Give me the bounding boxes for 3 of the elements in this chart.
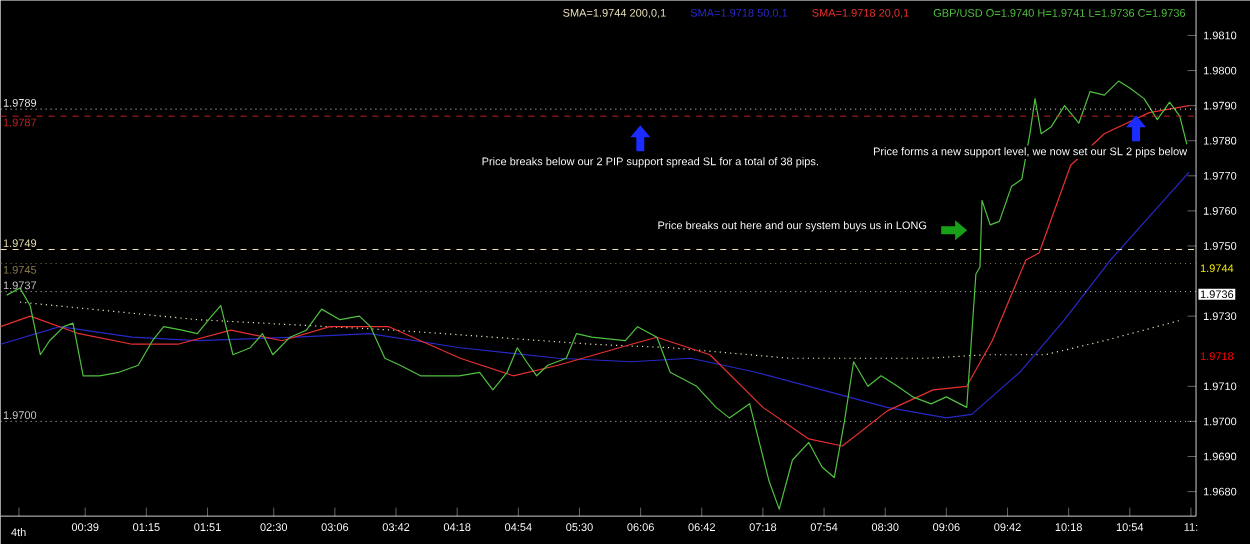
line-series xyxy=(0,171,1190,419)
line-series xyxy=(19,301,1184,359)
line-series xyxy=(0,104,1190,447)
